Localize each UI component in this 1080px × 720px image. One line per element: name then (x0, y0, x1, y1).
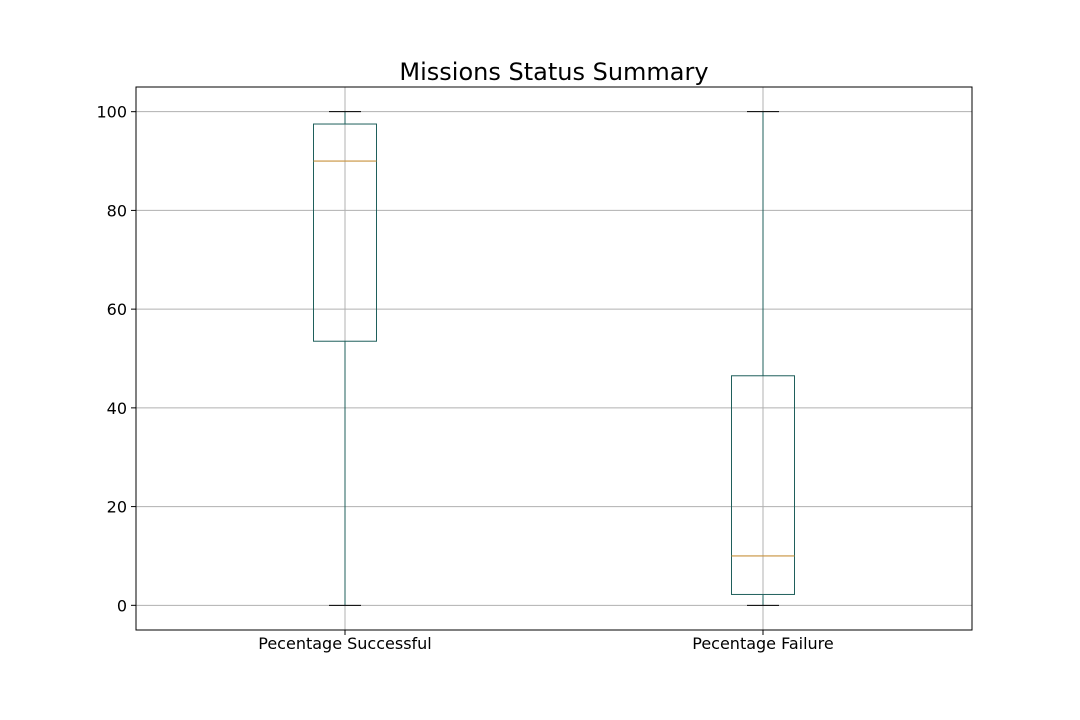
box-1 (313, 111, 377, 606)
grid-layer (136, 87, 972, 630)
axes-frame (135, 86, 973, 631)
y-tick-label: 100 (96, 103, 127, 122)
y-tick-label: 60 (107, 300, 127, 319)
box-layer (313, 111, 795, 606)
y-tick-label: 0 (117, 596, 127, 615)
iqr-box (313, 123, 377, 342)
y-tick-label: 40 (107, 399, 127, 418)
x-category-label: Pecentage Failure (692, 634, 834, 653)
y-tick-label: 20 (107, 498, 127, 517)
y-tick-label: 80 (107, 201, 127, 220)
x-category-label: Pecentage Successful (258, 634, 432, 653)
iqr-box (731, 375, 795, 595)
tick-layer: 0 20 40 60 80 100 Pecentage Successful Pecentag… (96, 103, 833, 653)
chart-title: Missions Status Summary (399, 58, 708, 86)
box-2 (731, 111, 795, 606)
